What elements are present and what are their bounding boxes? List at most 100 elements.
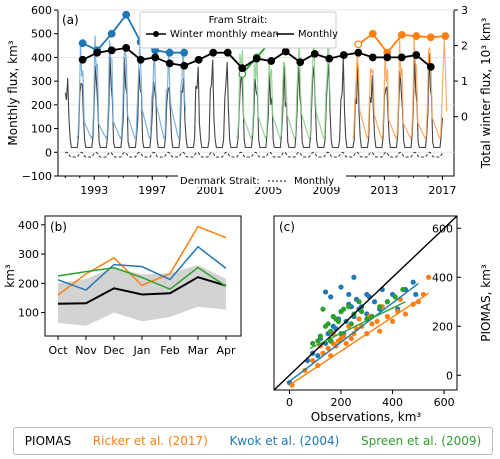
spreen-point	[359, 308, 365, 315]
panel-c-fit-lines	[273, 215, 458, 391]
legend-winter-marker	[153, 31, 159, 37]
legend-monthly-text: Monthly	[298, 29, 338, 40]
piomas-winter-point	[267, 57, 276, 65]
series-line-spreen	[57, 266, 227, 291]
panel-b-range-band	[58, 265, 226, 326]
x-tick-label: Jan	[133, 344, 151, 357]
ricker-winter-point	[368, 29, 377, 38]
ricker-point	[351, 331, 357, 337]
ricker-point	[384, 313, 391, 320]
x-tick-label: 2017	[428, 184, 456, 197]
panel-b-frame	[44, 215, 242, 337]
piomas-winter-point	[136, 55, 145, 64]
panel-b: (b) 100 200 300 400 Oct Nov Dec Jan Feb Mar Apr k…	[3, 215, 242, 357]
spreen-point	[348, 321, 354, 327]
piomas-winter-point	[383, 53, 392, 62]
right-tick-label: 1	[461, 75, 468, 88]
ricker-winter-point	[441, 32, 450, 40]
panel-a-legend-box	[139, 11, 337, 49]
legend-ricker: Ricker et al. (2017)	[92, 434, 208, 448]
panel-a-label: (a)	[62, 13, 79, 27]
right-tick-label: 0	[461, 111, 468, 124]
ricker-point	[377, 328, 383, 334]
spreen-point	[377, 304, 383, 310]
piomas-winter-point	[368, 53, 377, 62]
ricker-point	[374, 318, 380, 324]
panel-c-points	[286, 274, 432, 388]
y-tick-label: 300	[18, 248, 39, 261]
piomas-winter-point	[194, 55, 203, 64]
left-tick-label: 0	[45, 146, 52, 159]
kwok-point	[346, 291, 352, 298]
y-tick-label: 400	[432, 271, 453, 284]
x-tick-label: 200	[331, 396, 352, 409]
panel-c-y-ticks: 0 200 400 600	[432, 222, 461, 382]
spreen-point	[384, 299, 391, 305]
spreen-point	[400, 286, 406, 293]
x-tick-label: 2001	[196, 184, 224, 197]
panel-b-series	[57, 225, 227, 305]
ricker-point	[402, 311, 409, 317]
panel-a-ylabel-left: Monthly flux, km³	[6, 40, 20, 145]
kwok-point	[410, 279, 416, 285]
kwok-point	[322, 289, 329, 295]
panel-c-ylabel: PIOMAS, km³	[479, 264, 493, 342]
one-to-one-line	[273, 215, 458, 391]
piomas-winter-point	[281, 47, 290, 56]
denmark-legend-title: Denmark Strait:	[180, 176, 260, 187]
legend-piomas: PIOMAS	[24, 434, 72, 448]
ricker-point	[348, 335, 354, 342]
spreen-point	[392, 294, 398, 300]
left-tick-label: −100	[22, 170, 52, 183]
spreen-point	[310, 340, 316, 347]
piomas-winter-point	[412, 51, 421, 59]
y-tick-label: 400	[18, 219, 39, 232]
y-tick-label: 200	[432, 320, 453, 333]
piomas-winter-point	[397, 53, 406, 62]
spreen-point	[356, 299, 362, 305]
spreen-point	[315, 338, 321, 344]
piomas-winter-point	[93, 48, 102, 57]
piomas-winter-point	[325, 54, 334, 63]
kwok-point	[413, 291, 419, 298]
x-tick-label: Mar	[188, 344, 209, 357]
spreen-point	[317, 333, 323, 339]
panel-a-left-ticks: −100 0 100 200 300 400 500 600	[22, 4, 58, 183]
panel-a-ylabel-right: Total winter flux, 10³ km³	[479, 17, 493, 169]
range-band-area	[58, 265, 226, 326]
piomas-winter-point	[354, 48, 363, 57]
x-tick-label: 1997	[138, 184, 166, 197]
panel-c-label: (c)	[279, 220, 295, 234]
piomas-winter-point	[310, 49, 319, 58]
piomas-winter-point	[78, 55, 87, 64]
ricker-point	[310, 357, 316, 364]
piomas-winter-point	[122, 44, 131, 52]
kwok-point	[315, 353, 321, 359]
denmark-legend-text: Monthly	[294, 176, 334, 187]
x-tick-label: Nov	[75, 344, 97, 357]
x-tick-label: 2009	[312, 184, 340, 197]
x-tick-label: 2013	[370, 184, 398, 197]
x-tick-label: 0	[286, 396, 293, 409]
panel-b-label: (b)	[50, 220, 67, 234]
spreen-point	[346, 304, 352, 310]
panel-b-ylabel: km³	[3, 264, 17, 288]
piomas-winter-point	[223, 48, 232, 57]
kwok-winter-point	[165, 48, 174, 57]
x-tick-label: Feb	[160, 344, 179, 357]
spreen-point	[340, 306, 347, 312]
left-tick-label: 500	[31, 28, 52, 41]
x-tick-label: 1993	[80, 184, 108, 197]
spreen-fit-line	[309, 301, 406, 349]
ricker-point	[369, 321, 375, 327]
y-tick-label: 0	[446, 369, 453, 382]
spreen-point	[320, 306, 326, 312]
ricker-winter-point	[412, 32, 421, 40]
left-tick-label: 600	[31, 4, 52, 17]
left-tick-label: 200	[31, 99, 52, 112]
ricker-winter-point	[426, 33, 435, 42]
spreen-point	[328, 328, 334, 334]
y-tick-label: 100	[18, 307, 39, 320]
panel-a-legend-title: Fram Strait:	[209, 15, 268, 26]
ricker-point	[356, 316, 362, 322]
